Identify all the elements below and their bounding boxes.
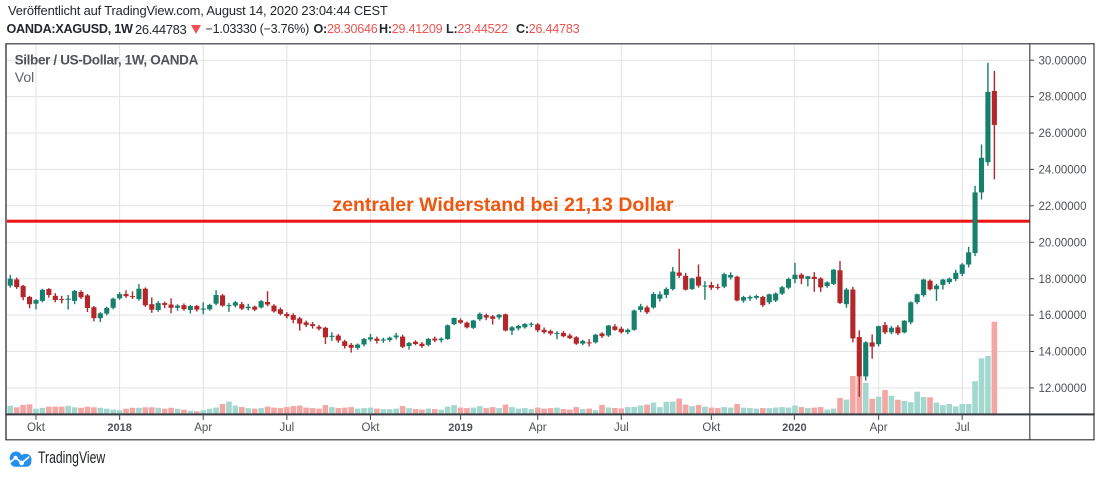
svg-text:28.00000: 28.00000 bbox=[1039, 92, 1087, 104]
svg-text:24.00000: 24.00000 bbox=[1039, 165, 1087, 177]
svg-text:2020: 2020 bbox=[782, 422, 806, 434]
svg-text:18.00000: 18.00000 bbox=[1039, 274, 1087, 286]
svg-text:Silber / US-Dollar, 1W, OANDA: Silber / US-Dollar, 1W, OANDA bbox=[15, 52, 199, 67]
svg-text:Vol: Vol bbox=[15, 69, 34, 85]
svg-text:Okt: Okt bbox=[362, 422, 381, 434]
svg-text:2018: 2018 bbox=[107, 422, 131, 434]
svg-text:zentraler Widerstand bei 21,13: zentraler Widerstand bei 21,13 Dollar bbox=[332, 194, 674, 216]
svg-text:Apr: Apr bbox=[870, 422, 888, 434]
svg-text:20.00000: 20.00000 bbox=[1039, 237, 1087, 249]
svg-text:Okt: Okt bbox=[702, 422, 721, 434]
svg-text:2019: 2019 bbox=[448, 422, 472, 434]
svg-text:Apr: Apr bbox=[194, 422, 212, 434]
svg-text:14.00000: 14.00000 bbox=[1039, 347, 1087, 359]
svg-text:Jul: Jul bbox=[279, 422, 294, 434]
svg-text:Jul: Jul bbox=[955, 422, 970, 434]
svg-text:Okt: Okt bbox=[27, 422, 46, 434]
svg-text:16.00000: 16.00000 bbox=[1039, 310, 1087, 322]
svg-text:22.00000: 22.00000 bbox=[1039, 201, 1087, 213]
svg-text:12.00000: 12.00000 bbox=[1039, 383, 1087, 395]
svg-text:26.00000: 26.00000 bbox=[1039, 128, 1087, 140]
svg-text:Apr: Apr bbox=[529, 422, 547, 434]
svg-text:30.00000: 30.00000 bbox=[1039, 55, 1087, 67]
svg-text:Jul: Jul bbox=[614, 422, 629, 434]
